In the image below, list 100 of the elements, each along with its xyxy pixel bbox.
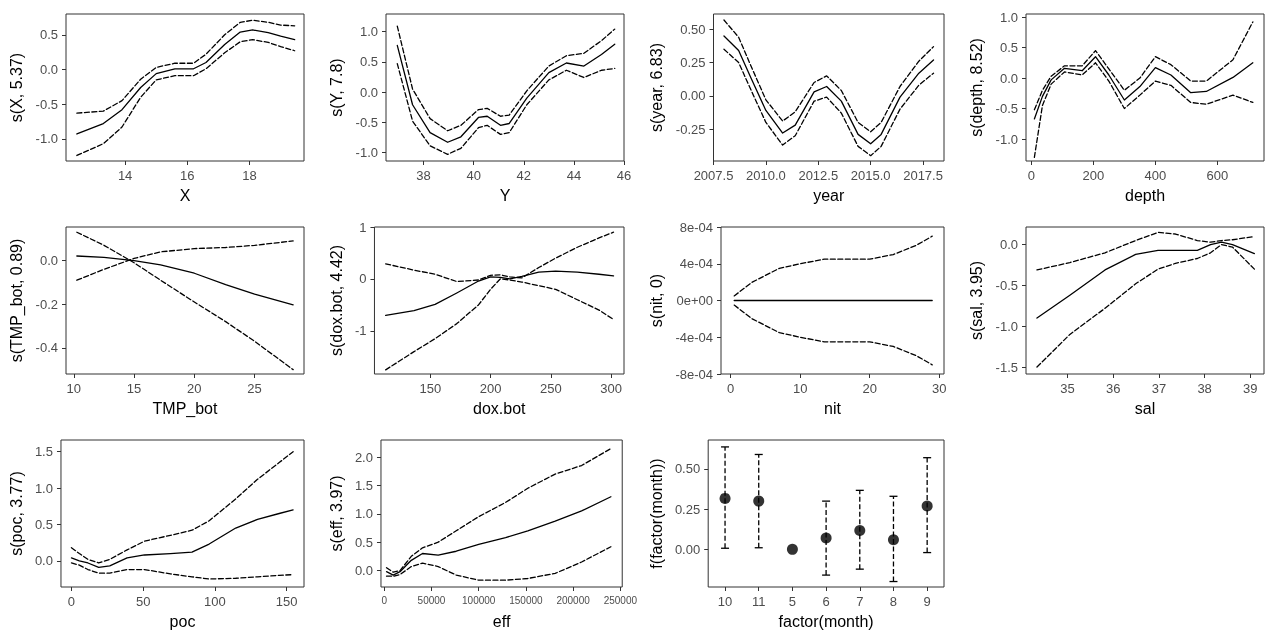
x-tick-label: 250 [539, 381, 562, 396]
y-tick-label: 1.0 [34, 480, 53, 496]
x-tick-label: 50000 [417, 594, 446, 606]
x-tick-label: 2010.0 [746, 168, 786, 183]
x-tick-label: 18 [242, 168, 257, 183]
x-tick-label: 300 [600, 381, 622, 396]
x-axis-title: factor(month) [778, 612, 874, 630]
x-axis-title: dox.bot [472, 399, 527, 417]
x-tick-label: 39 [1243, 381, 1258, 396]
x-tick-label: 40 [466, 168, 481, 183]
point [753, 495, 765, 507]
y-axis-title: s(Y, 7.8) [328, 58, 346, 117]
x-tick-label: 0 [67, 594, 76, 609]
y-tick-label: 1.0 [354, 506, 373, 522]
y-tick-label: 0.0 [354, 563, 373, 579]
x-tick-label: 6 [822, 594, 830, 609]
y-tick-label: -4e-04 [675, 329, 713, 345]
y-tick-label: 0.0 [39, 253, 58, 269]
point [719, 492, 731, 504]
x-tick-label: 100 [204, 594, 226, 609]
y-axis-title: s(nit, 0) [648, 273, 666, 328]
x-tick-label: 250000 [603, 594, 638, 606]
x-axis-title: year [813, 186, 845, 204]
line-series [396, 43, 616, 143]
y-tick-label: 0 [359, 271, 367, 287]
y-axis-title: s(sal, 3.95) [968, 260, 986, 341]
y-tick-label: -1 [354, 323, 367, 339]
x-tick-label: 10 [717, 594, 733, 609]
y-tick-label: -1.0 [995, 131, 1018, 147]
line-series [76, 19, 296, 114]
y-tick-label: 0.00 [680, 88, 706, 104]
y-tick-label: 0.50 [680, 21, 706, 37]
line-series [396, 62, 616, 155]
y-tick-label: 0e+00 [676, 293, 713, 308]
y-tick-label: 2.0 [354, 449, 373, 465]
y-tick-label: 0.0 [359, 84, 378, 100]
y-tick-label: 1.0 [359, 24, 378, 40]
x-tick-label: 0 [381, 594, 388, 606]
y-tick-label: -8e-04 [675, 366, 713, 382]
point [887, 534, 899, 546]
x-axis-title: nit [824, 399, 842, 417]
y-tick-label: 0.5 [999, 40, 1018, 56]
x-tick-label: 5 [788, 594, 797, 609]
x-tick-label: 150 [275, 594, 298, 609]
x-tick-label: 11 [751, 594, 766, 609]
y-tick-label: 0.5 [359, 54, 378, 70]
y-tick-label: -1.0 [995, 318, 1018, 334]
x-tick-label: 25 [247, 381, 262, 396]
y-tick-label: 0.50 [674, 461, 701, 477]
line-series [76, 29, 296, 135]
y-tick-label: 0.5 [39, 27, 58, 43]
point [921, 500, 933, 512]
y-axis-title: s(dox.bot, 4.42) [327, 244, 345, 357]
x-tick-label: 50 [135, 594, 151, 609]
x-tick-label: 400 [1144, 168, 1167, 183]
x-tick-label: 42 [516, 168, 532, 183]
point [854, 525, 866, 537]
x-tick-label: 20 [862, 381, 877, 396]
y-axis-title: s(year, 6.83) [648, 43, 666, 132]
y-tick-label: 0.0 [39, 61, 58, 77]
x-tick-label: 8 [889, 594, 898, 609]
y-tick-label: -0.5 [35, 96, 58, 112]
y-tick-label: -1.5 [995, 359, 1018, 375]
y-tick-label: -1.0 [35, 131, 58, 147]
x-tick-label: 36 [1106, 381, 1121, 396]
x-tick-label: 600 [1206, 168, 1229, 183]
x-tick-label: 150000 [509, 594, 544, 606]
line-series [723, 19, 935, 133]
line-series [70, 450, 294, 564]
line-series [733, 235, 933, 297]
y-axis-title: s(X, 5.37) [8, 52, 26, 123]
x-axis-title: depth [1124, 186, 1166, 204]
y-axis-title: s(poc, 3.77) [7, 471, 25, 556]
line-series [723, 48, 935, 157]
line-series [70, 562, 294, 580]
x-axis-title: poc [169, 612, 196, 630]
y-tick-label: 0.0 [999, 237, 1018, 253]
point [786, 543, 798, 555]
x-tick-label: 15 [126, 381, 142, 396]
y-tick-label: 1.5 [354, 477, 373, 493]
x-tick-label: 200 [1082, 168, 1105, 183]
y-tick-label: 4e-04 [679, 256, 713, 272]
x-tick-label: 10 [66, 381, 82, 396]
y-tick-label: 0.5 [34, 516, 53, 532]
x-tick-label: 35 [1060, 381, 1075, 396]
x-tick-label: 7 [856, 594, 864, 609]
line-series [76, 39, 296, 157]
y-axis-title: f(factor(month)) [647, 458, 665, 569]
x-tick-label: 200000 [556, 594, 591, 606]
y-tick-label: -1.0 [355, 145, 378, 161]
y-tick-label: 0.0 [999, 70, 1018, 86]
y-tick-label: 0.5 [354, 534, 373, 550]
y-tick-label: 0.25 [680, 55, 706, 71]
x-axis-title: eff [492, 612, 511, 630]
x-tick-label: 2012.5 [798, 168, 839, 183]
y-tick-label: 0.25 [674, 501, 701, 517]
y-tick-label: -0.4 [35, 340, 58, 356]
y-tick-label: 8e-04 [679, 219, 713, 235]
x-tick-label: 2015.0 [850, 168, 891, 183]
y-tick-label: -0.5 [995, 101, 1018, 117]
